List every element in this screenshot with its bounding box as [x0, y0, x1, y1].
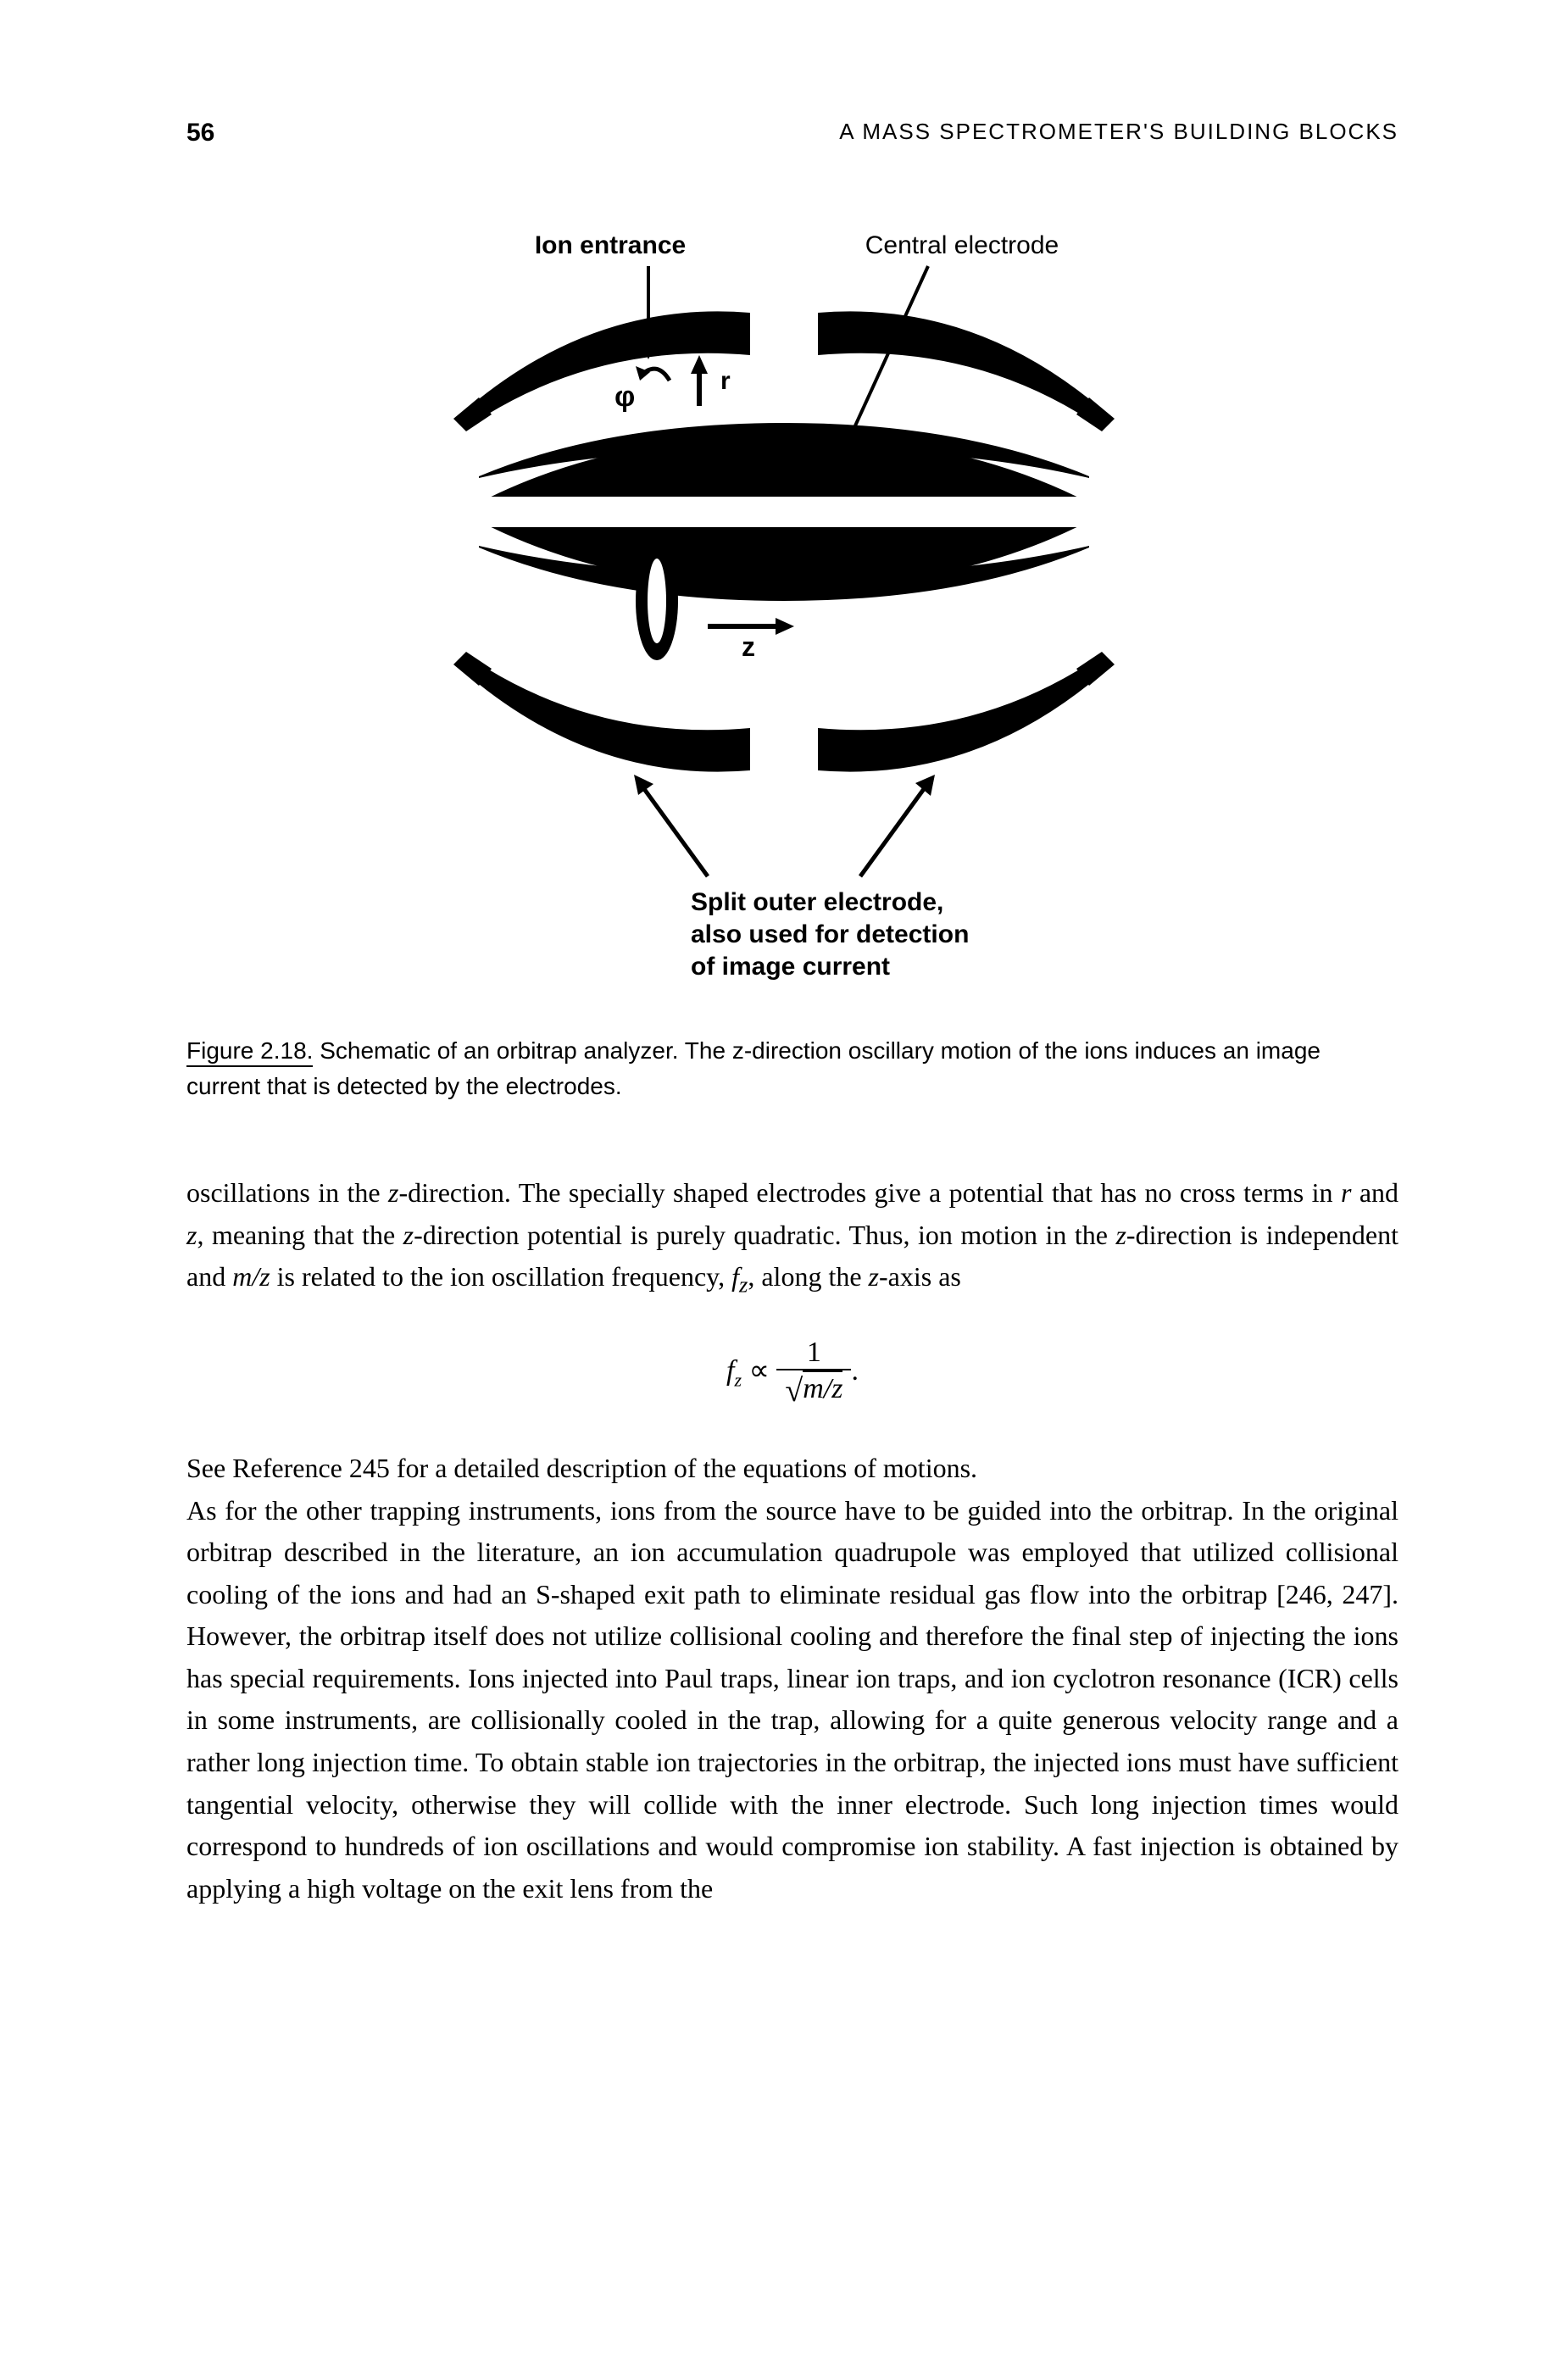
- label-phi: φ: [614, 381, 635, 413]
- label-ion-entrance: Ion entrance: [535, 231, 686, 259]
- label-z: z: [742, 631, 755, 662]
- body-paragraph-1: oscillations in the z-direction. The spe…: [186, 1172, 1398, 1303]
- label-split-outer-1: Split outer electrode,: [691, 888, 943, 916]
- orbitrap-diagram-svg: Ion entrance Central electrode φ r: [386, 224, 1199, 987]
- figure-orbitrap: Ion entrance Central electrode φ r: [186, 224, 1398, 991]
- label-r: r: [720, 367, 731, 395]
- label-split-outer-3: of image current: [691, 953, 890, 981]
- body-paragraph-3: As for the other trapping instruments, i…: [186, 1490, 1398, 1910]
- figure-caption: Figure 2.18. Schematic of an orbitrap an…: [186, 1033, 1398, 1104]
- page-number: 56: [186, 119, 214, 147]
- page-header: 56 A MASS SPECTROMETER'S BUILDING BLOCKS: [186, 119, 1398, 147]
- figure-caption-label: Figure 2.18.: [186, 1037, 313, 1067]
- upper-outer-electrode: [453, 311, 1115, 431]
- figure-caption-text: Schematic of an orbitrap analyzer. The z…: [186, 1037, 1321, 1099]
- equation-fz: fz ∝ 1√m/z.: [186, 1337, 1398, 1409]
- body-paragraph-2: See Reference 245 for a detailed descrip…: [186, 1448, 1398, 1490]
- label-split-outer-2: also used for detection: [691, 920, 969, 948]
- central-electrode-shape: [445, 423, 1123, 601]
- lower-outer-electrode: [453, 652, 1115, 772]
- label-central-electrode: Central electrode: [865, 231, 1059, 259]
- running-head: A MASS SPECTROMETER'S BUILDING BLOCKS: [839, 119, 1398, 147]
